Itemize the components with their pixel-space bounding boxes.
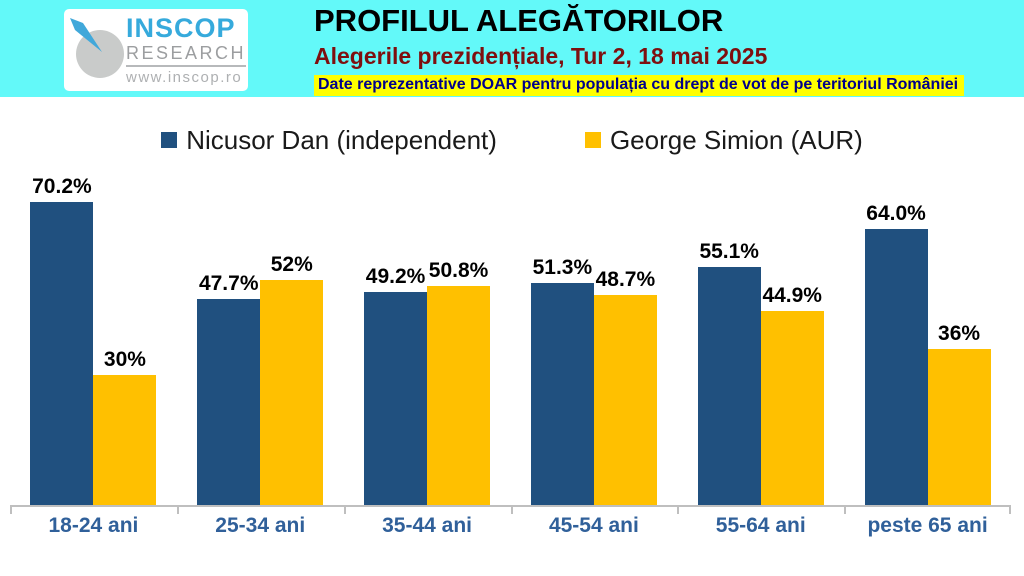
bar-column: 47.7% — [197, 272, 261, 505]
bar-george-simion-aur-peste-65-ani — [927, 349, 991, 505]
plot-area: 70.2% 30% 47.7% 52% 49.2% 50.8% 51.3% 48.7% 55.1… — [10, 162, 1011, 505]
category-label-55-64-ani: 55-64 ani — [715, 514, 806, 537]
value-label-george-simion-aur-peste-65-ani: 36% — [938, 322, 981, 345]
bar-nicusor-dan-independent-45-54-ani — [530, 283, 594, 505]
logo-text-block: INSCOP RESEARCH www.inscop.ro — [126, 13, 247, 86]
bar-column: 44.9% — [760, 284, 824, 505]
legend-item-george-simion: George Simion (AUR) — [584, 124, 863, 156]
bar-column: 48.7% — [593, 268, 657, 505]
value-label-george-simion-aur-55-64-ani: 44.9% — [762, 284, 822, 307]
bar-pair: 55.1% 44.9% — [697, 240, 824, 505]
category-label-45-54-ani: 45-54 ani — [548, 514, 639, 537]
category-label-18-24-ani: 18-24 ani — [48, 514, 139, 537]
value-label-nicusor-dan-independent-45-54-ani: 51.3% — [532, 256, 593, 279]
page-title: PROFILUL ALEGĂTORILOR — [314, 3, 724, 38]
bar-nicusor-dan-independent-peste-65-ani — [864, 229, 928, 505]
legend-swatch-blue — [161, 132, 178, 148]
bar-group-18-24-ani: 70.2% 30% — [10, 175, 177, 505]
bar-nicusor-dan-independent-35-44-ani — [364, 292, 428, 505]
title-block: PROFILUL ALEGĂTORILOR Alegerile preziden… — [314, 3, 965, 96]
bar-group-55-64-ani: 55.1% 44.9% — [677, 240, 844, 505]
logo-name: INSCOP — [126, 13, 236, 43]
bar-george-simion-aur-18-24-ani — [93, 375, 157, 505]
legend-label-george-simion: George Simion (AUR) — [609, 124, 863, 155]
bar-george-simion-aur-45-54-ani — [593, 295, 657, 505]
bar-column: 49.2% — [364, 265, 428, 505]
header-banner: INSCOP RESEARCH www.inscop.ro PROFILUL A… — [0, 0, 1024, 97]
value-label-nicusor-dan-independent-18-24-ani: 70.2% — [32, 175, 92, 198]
axis-tick — [176, 507, 179, 514]
logo-subtitle: RESEARCH — [126, 44, 247, 67]
bar-pair: 70.2% 30% — [30, 175, 157, 505]
bar-nicusor-dan-independent-18-24-ani — [30, 202, 94, 505]
value-label-george-simion-aur-25-34-ani: 52% — [270, 253, 313, 276]
value-label-nicusor-dan-independent-25-34-ani: 47.7% — [198, 272, 259, 295]
bar-group-25-34-ani: 47.7% 52% — [177, 253, 344, 505]
axis-tick — [343, 507, 346, 514]
bar-nicusor-dan-independent-25-34-ani — [197, 299, 261, 505]
bar-nicusor-dan-independent-55-64-ani — [697, 267, 761, 505]
axis-tick — [1009, 507, 1011, 514]
category-label-25-34-ani: 25-34 ani — [215, 514, 306, 537]
legend-item-nicusor-dan: Nicusor Dan (independent) — [161, 125, 497, 156]
x-axis — [10, 505, 1011, 514]
bar-column: 50.8% — [427, 259, 491, 505]
bar-column: 51.3% — [530, 256, 594, 505]
bar-george-simion-aur-55-64-ani — [760, 311, 824, 505]
bar-column: 52% — [260, 253, 324, 505]
bar-george-simion-aur-25-34-ani — [260, 280, 324, 505]
axis-tick — [844, 507, 847, 514]
bar-group-peste-65-ani: 64.0% 36% — [844, 202, 1011, 505]
bar-column: 64.0% — [864, 202, 928, 505]
bar-pair: 49.2% 50.8% — [364, 259, 491, 505]
representativity-note: Date reprezentative DOAR pentru populați… — [314, 74, 965, 96]
bar-column: 36% — [927, 322, 991, 505]
bar-column: 55.1% — [697, 240, 761, 505]
bar-column: 70.2% — [30, 175, 94, 505]
legend-label-nicusor-dan: Nicusor Dan (independent) — [186, 124, 497, 155]
bar-pair: 51.3% 48.7% — [530, 256, 657, 505]
value-label-george-simion-aur-45-54-ani: 48.7% — [595, 268, 656, 291]
value-label-george-simion-aur-35-44-ani: 50.8% — [428, 259, 489, 282]
category-label-peste-65-ani: peste 65 ani — [867, 514, 988, 537]
legend-swatch-yellow — [584, 132, 601, 148]
axis-tick — [677, 507, 680, 514]
value-label-nicusor-dan-independent-55-64-ani: 55.1% — [699, 240, 759, 263]
value-label-george-simion-aur-18-24-ani: 30% — [103, 348, 146, 371]
value-label-nicusor-dan-independent-35-44-ani: 49.2% — [365, 265, 426, 288]
bar-chart: 70.2% 30% 47.7% 52% 49.2% 50.8% 51.3% 48.7% 55.1… — [10, 162, 1011, 538]
bar-pair: 64.0% 36% — [864, 202, 991, 505]
page-subtitle: Alegerile prezidențiale, Tur 2, 18 mai 2… — [314, 42, 768, 69]
axis-tick — [10, 507, 12, 514]
clock-logo-icon — [68, 14, 126, 86]
axis-tick — [510, 507, 513, 514]
inscop-logo: INSCOP RESEARCH www.inscop.ro — [64, 9, 248, 91]
bar-group-35-44-ani: 49.2% 50.8% — [344, 259, 511, 505]
bar-column: 30% — [93, 348, 157, 505]
value-label-nicusor-dan-independent-peste-65-ani: 64.0% — [866, 202, 926, 225]
bar-pair: 47.7% 52% — [197, 253, 324, 505]
bar-george-simion-aur-35-44-ani — [427, 286, 491, 505]
category-axis-labels: 18-24 ani 25-34 ani 35-44 ani 45-54 ani 55-6… — [10, 514, 1011, 538]
bar-group-45-54-ani: 51.3% 48.7% — [510, 256, 677, 505]
category-label-35-44-ani: 35-44 ani — [382, 514, 473, 537]
logo-url: www.inscop.ro — [126, 69, 243, 86]
chart-legend: Nicusor Dan (independent) George Simion … — [0, 124, 1024, 156]
